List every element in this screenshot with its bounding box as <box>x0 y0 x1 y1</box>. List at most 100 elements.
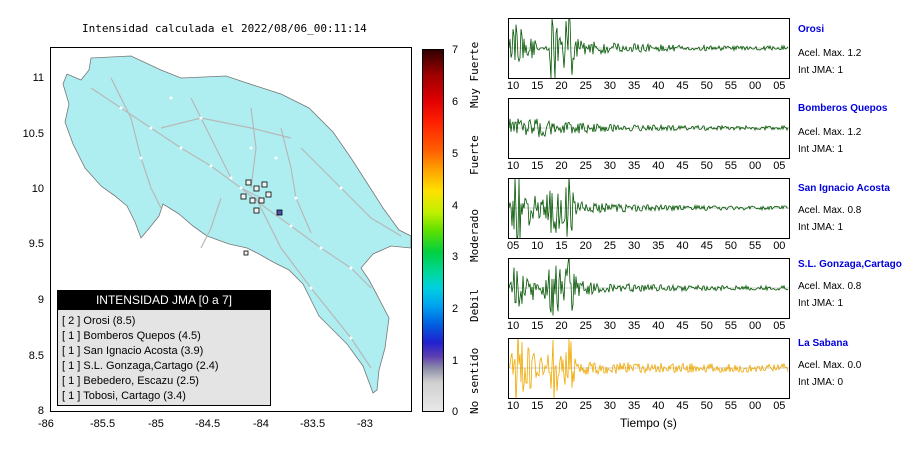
legend-row: [ 1 ] San Ignacio Acosta (3.9) <box>62 345 203 357</box>
intensity-legend: INTENSIDAD JMA [0 a 7] [ 2 ] Orosi (8.5)… <box>57 290 271 406</box>
y-tick: 10 <box>31 183 44 195</box>
legend-station: Tobosi, Cartago (3.4) <box>83 390 186 402</box>
colorbar-number: 6 <box>452 96 459 108</box>
time-tick: 45 <box>700 240 713 252</box>
time-tick: 05 <box>773 160 786 172</box>
time-tick: 10 <box>531 240 544 252</box>
time-tick: 05 <box>773 400 786 412</box>
station-name: San Ignacio Acosta <box>798 183 890 194</box>
legend-row: [ 1 ] Tobosi, Cartago (3.4) <box>62 390 186 402</box>
legend-level: [ 1 ] <box>62 345 81 357</box>
time-tick: 15 <box>555 240 568 252</box>
time-tick: 25 <box>579 80 592 92</box>
time-tick: 50 <box>700 320 713 332</box>
time-tick: 25 <box>579 160 592 172</box>
station-name: Orosi <box>798 24 825 35</box>
time-tick: 15 <box>531 160 544 172</box>
station-int: Int JMA: 1 <box>798 298 844 309</box>
legend-row: [ 1 ] S.L. Gonzaga,Cartago (2.4) <box>62 360 219 372</box>
time-tick: 05 <box>773 80 786 92</box>
station-acel: Acel. Max. 0.8 <box>798 281 862 292</box>
station-int: Int JMA: 1 <box>798 144 844 155</box>
time-tick: 25 <box>579 400 592 412</box>
waveform-panel <box>508 256 790 319</box>
time-tick: 15 <box>531 320 544 332</box>
waveform-trace <box>508 331 789 404</box>
legend-level: [ 1 ] <box>62 330 81 342</box>
time-tick: 05 <box>773 320 786 332</box>
time-tick: 10 <box>507 160 520 172</box>
y-tick: 11 <box>32 72 44 84</box>
time-tick: 20 <box>555 320 568 332</box>
station-acel: Acel. Max. 1.2 <box>798 48 862 59</box>
waveform-trace <box>508 118 789 138</box>
time-tick: 15 <box>531 400 544 412</box>
legend-level: [ 1 ] <box>62 390 81 402</box>
time-tick: 20 <box>555 400 568 412</box>
time-tick: 00 <box>749 160 762 172</box>
y-tick: 8 <box>37 405 44 417</box>
colorbar-number: 4 <box>452 200 459 212</box>
waveform-line <box>508 256 789 316</box>
time-tick: 40 <box>652 160 665 172</box>
waveform-trace <box>508 176 789 242</box>
colorbar-number: 2 <box>452 303 459 315</box>
station-acel: Acel. Max. 1.2 <box>798 127 862 138</box>
time-tick: 35 <box>628 160 641 172</box>
waveform-panel <box>508 13 790 79</box>
time-tick: 30 <box>603 80 617 92</box>
waveform-line <box>508 331 789 404</box>
y-tick: 9.5 <box>28 238 44 250</box>
legend-station: S.L. Gonzaga,Cartago (2.4) <box>83 360 219 372</box>
costa-rica-map <box>62 55 411 394</box>
waveform-line <box>508 118 789 138</box>
station-acel: Acel. Max. 0.0 <box>798 360 862 371</box>
time-axis-label: Tiempo (s) <box>620 416 677 430</box>
time-tick: 50 <box>724 240 738 252</box>
legend-row: [ 1 ] Bebedero, Escazu (2.5) <box>62 375 199 387</box>
time-tick: 45 <box>676 160 689 172</box>
colorbar-label: No sentido <box>468 347 481 414</box>
waveform-trace <box>508 256 789 316</box>
station-name: S.L. Gonzaga,Cartago <box>798 259 902 270</box>
legend-level: [ 1 ] <box>62 375 81 387</box>
waveform-panel <box>508 98 790 159</box>
intensity-colorbar <box>422 49 444 412</box>
time-tick: 40 <box>652 80 665 92</box>
costa-rica-landmass <box>62 55 411 394</box>
time-tick: 00 <box>773 240 786 252</box>
colorbar-label: Fuerte <box>468 135 481 175</box>
x-tick: -83 <box>357 418 373 430</box>
y-tick: 8.5 <box>28 350 44 362</box>
city-markers <box>119 96 353 340</box>
time-tick: 30 <box>603 320 617 332</box>
y-tick: 9 <box>37 294 44 306</box>
time-tick: 55 <box>724 400 738 412</box>
waveform-line <box>508 13 789 79</box>
time-tick: 20 <box>555 80 568 92</box>
waveform-panel <box>508 331 790 404</box>
station-int: Int JMA: 1 <box>798 222 844 233</box>
colorbar-number: 0 <box>452 406 459 418</box>
time-tick: 05 <box>507 240 520 252</box>
x-tick: -86 <box>38 418 54 430</box>
legend-level: [ 2 ] <box>62 315 81 327</box>
time-tick: 35 <box>652 240 665 252</box>
x-tick: -83.5 <box>300 418 326 430</box>
time-tick: 45 <box>676 80 689 92</box>
colorbar-label: Moderado <box>468 209 481 262</box>
station-int: Int JMA: 1 <box>798 65 844 76</box>
station-markers[interactable] <box>240 179 283 256</box>
time-tick: 35 <box>628 400 641 412</box>
waveform-trace <box>508 13 789 79</box>
time-tick: 20 <box>579 240 592 252</box>
time-tick: 55 <box>724 320 738 332</box>
time-tick: 30 <box>603 160 617 172</box>
time-tick: 35 <box>628 320 641 332</box>
road-network <box>90 77 402 369</box>
station-int: Int JMA: 0 <box>798 377 844 388</box>
legend-row: [ 2 ] Orosi (8.5) <box>62 315 135 327</box>
time-tick: 40 <box>652 320 665 332</box>
map-title: Intensidad calculada el 2022/08/06_00:11… <box>82 22 367 35</box>
legend-station: Bebedero, Escazu (2.5) <box>83 375 199 387</box>
